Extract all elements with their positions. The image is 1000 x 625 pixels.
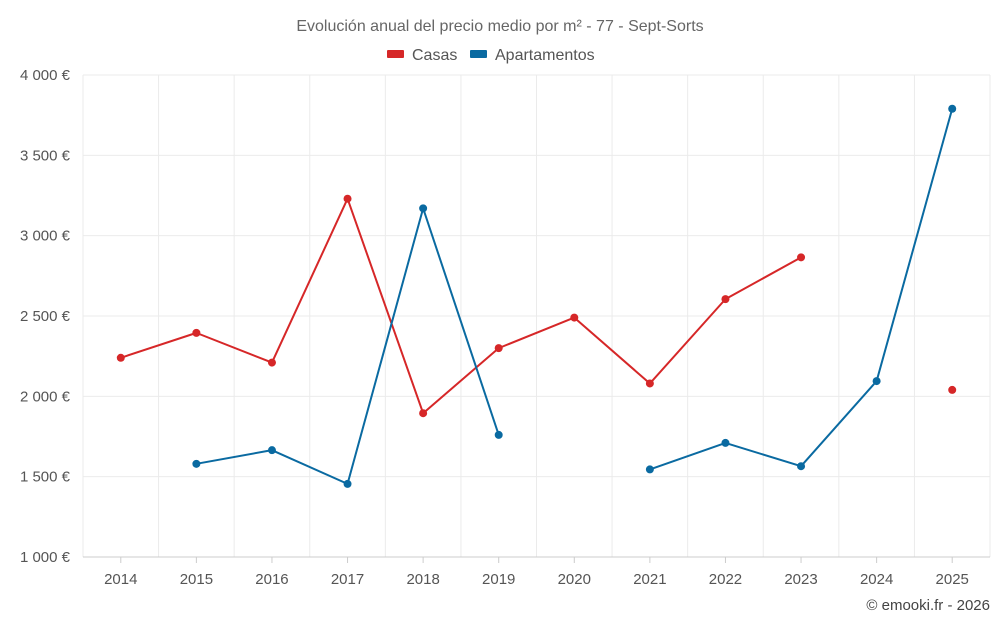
data-point[interactable]	[721, 295, 730, 304]
y-tick-label: 3 000 €	[20, 228, 71, 245]
data-point[interactable]	[721, 438, 730, 447]
x-tick-label: 2014	[104, 571, 137, 588]
y-tick-label: 1 000 €	[20, 549, 71, 566]
series-1	[192, 104, 957, 488]
data-point[interactable]	[797, 253, 806, 262]
x-tick-label: 2016	[255, 571, 288, 588]
data-point[interactable]	[419, 409, 428, 418]
data-point[interactable]	[494, 430, 503, 439]
x-tick-label: 2020	[558, 571, 591, 588]
data-point[interactable]	[645, 465, 654, 474]
x-tick-label: 2015	[180, 571, 213, 588]
series-line	[196, 207, 500, 485]
x-tick-label: 2025	[936, 571, 969, 588]
y-tick-label: 3 500 €	[20, 147, 71, 164]
x-tick-label: 2018	[406, 571, 439, 588]
grid	[82, 74, 991, 558]
legend: Casas Apartamentos	[387, 47, 595, 64]
data-point[interactable]	[948, 385, 957, 394]
axes: 1 000 € 1 500 € 2 000 € 2 500 € 3 000 € 3 500…	[20, 67, 990, 588]
data-point[interactable]	[645, 379, 654, 388]
data-point[interactable]	[267, 446, 276, 455]
x-tick-label: 2024	[860, 571, 893, 588]
data-point[interactable]	[116, 353, 125, 362]
x-tick-label: 2017	[331, 571, 364, 588]
y-tick-label: 2 500 €	[20, 308, 71, 325]
legend-label[interactable]: Apartamentos	[495, 47, 595, 64]
legend-swatch	[387, 50, 404, 58]
x-tick-label: 2023	[784, 571, 817, 588]
data-point[interactable]	[797, 462, 806, 471]
credit-text: © emooki.fr - 2026	[866, 597, 990, 614]
data-point[interactable]	[192, 328, 201, 337]
data-point[interactable]	[494, 344, 503, 353]
data-point[interactable]	[570, 313, 579, 322]
data-point[interactable]	[872, 377, 881, 386]
data-point[interactable]	[192, 459, 201, 468]
data-point[interactable]	[343, 479, 352, 488]
series-layer	[116, 104, 957, 488]
data-point[interactable]	[343, 194, 352, 203]
y-tick-label: 4 000 €	[20, 67, 71, 84]
data-point[interactable]	[267, 358, 276, 367]
x-tick-label: 2021	[633, 571, 666, 588]
data-point[interactable]	[419, 204, 428, 213]
y-tick-label: 2 000 €	[20, 388, 71, 405]
y-tick-label: 1 500 €	[20, 469, 71, 486]
data-point[interactable]	[948, 104, 957, 113]
series-line	[649, 108, 954, 471]
series-0	[116, 194, 957, 418]
series-line	[120, 197, 802, 415]
legend-swatch	[470, 50, 487, 58]
x-tick-label: 2022	[709, 571, 742, 588]
chart-title: Evolución anual del precio medio por m² …	[296, 18, 703, 35]
x-tick-label: 2019	[482, 571, 515, 588]
legend-label[interactable]: Casas	[412, 47, 457, 64]
